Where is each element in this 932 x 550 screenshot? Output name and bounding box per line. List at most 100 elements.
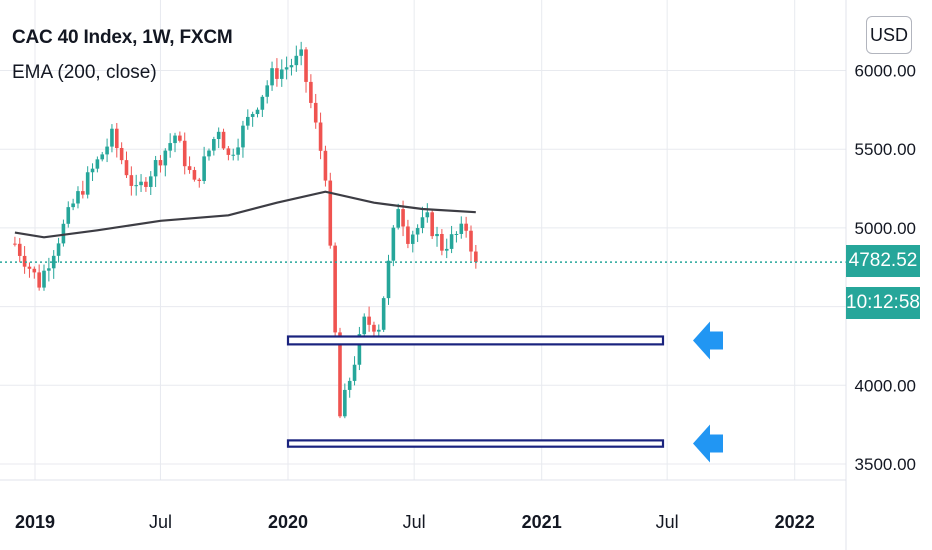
candle-body [71, 203, 75, 208]
support-zones[interactable] [286, 335, 665, 448]
candle-body [474, 251, 478, 263]
candle-body [391, 227, 396, 261]
candlestick-series [13, 41, 478, 419]
candle-body [435, 233, 439, 237]
candle-body [90, 168, 95, 173]
candle-body [328, 180, 333, 246]
ema-200-line [14, 190, 476, 239]
candle-body [129, 175, 134, 186]
candle-body [32, 268, 37, 273]
candle-body [352, 364, 357, 381]
candle-body [377, 329, 381, 332]
time-axis-label: 2021 [522, 512, 562, 532]
candle-body [381, 298, 386, 330]
currency-button[interactable]: USD [866, 16, 912, 54]
price-axis-label: 5000.00 [855, 219, 916, 238]
candle-body [309, 81, 313, 103]
candle-body [313, 102, 318, 123]
time-axis-label: Jul [656, 512, 679, 532]
candle-body [362, 316, 367, 335]
candle-body [61, 223, 66, 244]
price-axis-label: 4000.00 [855, 376, 916, 395]
candle-body [289, 65, 294, 68]
candle-body [178, 135, 182, 141]
time-axis-label: 2019 [15, 512, 55, 532]
candle-body [81, 191, 85, 195]
arrow-left-icon [693, 424, 723, 463]
candle-body [420, 217, 425, 229]
candle-body [357, 334, 362, 365]
candle-body [47, 268, 51, 271]
candle-body [13, 243, 17, 245]
candle-body [415, 228, 420, 235]
candle-body [148, 176, 153, 187]
candle-body [401, 209, 405, 227]
candle-body [299, 49, 303, 56]
candle-body [22, 255, 27, 267]
candle-body [119, 148, 124, 161]
candle-body [449, 234, 454, 249]
candle-body [255, 109, 260, 115]
candle-body [338, 332, 342, 417]
candle-body [459, 223, 464, 234]
candle-body [236, 147, 240, 155]
price-axis-label: 3500.00 [855, 455, 916, 474]
price-axis-labels[interactable]: 6000.00 5500.00 5000.00 4000.00 3500.00 [855, 62, 916, 475]
time-axis-label: 2022 [775, 512, 815, 532]
candle-body [197, 179, 202, 181]
candle-body [76, 191, 80, 204]
support-zone[interactable] [286, 335, 665, 346]
candle-body [212, 139, 216, 151]
candle-body [37, 272, 41, 288]
current-price-badge: 4782.52 [846, 245, 920, 277]
candle-body [265, 85, 270, 97]
candle-body [202, 156, 206, 181]
time-axis-labels[interactable]: 2019 Jul 2020 Jul 2021 Jul 2022 [15, 512, 815, 532]
candle-body [343, 389, 347, 417]
candle-body [454, 233, 459, 235]
candle-body [216, 131, 221, 140]
candle-body [182, 140, 187, 167]
candle-body [406, 226, 410, 244]
indicator-legend[interactable]: EMA (200, close) [12, 62, 157, 83]
candle-body [410, 234, 415, 244]
candle-body [260, 96, 265, 110]
candle-body [323, 150, 328, 181]
candle-body [100, 154, 105, 160]
candle-body [168, 143, 172, 151]
support-zone[interactable] [286, 439, 665, 448]
candle-body [51, 255, 56, 269]
chart-title: CAC 40 Index, 1W, FXCM [12, 27, 233, 48]
candle-body [279, 69, 284, 79]
candle-body [372, 324, 376, 332]
countdown-badge: 10:12:58 [846, 287, 920, 319]
candle-body [144, 181, 148, 187]
candle-body [124, 160, 129, 176]
candle-body [396, 209, 401, 228]
candle-body [425, 212, 430, 218]
time-axis-label: 2020 [268, 512, 308, 532]
candle-body [440, 233, 444, 251]
candle-body [284, 67, 289, 70]
arrow-markers [693, 321, 723, 463]
candle-body [241, 125, 245, 148]
candle-body [95, 159, 100, 169]
candle-body [173, 135, 177, 144]
candle-body [318, 122, 323, 151]
price-axis-label: 6000.00 [855, 62, 916, 81]
candle-body [17, 243, 22, 256]
candle-body [430, 212, 434, 237]
arrow-left-icon [693, 321, 723, 360]
candle-body [42, 270, 46, 288]
candle-body [469, 230, 473, 252]
candle-body [221, 131, 226, 149]
candle-body [139, 181, 143, 186]
candle-body [110, 128, 114, 147]
candle-body [66, 207, 71, 224]
grid-lines [0, 0, 846, 480]
candle-body [245, 116, 250, 126]
candle-body [85, 172, 90, 195]
candle-body [367, 316, 371, 325]
candle-body [114, 128, 119, 149]
